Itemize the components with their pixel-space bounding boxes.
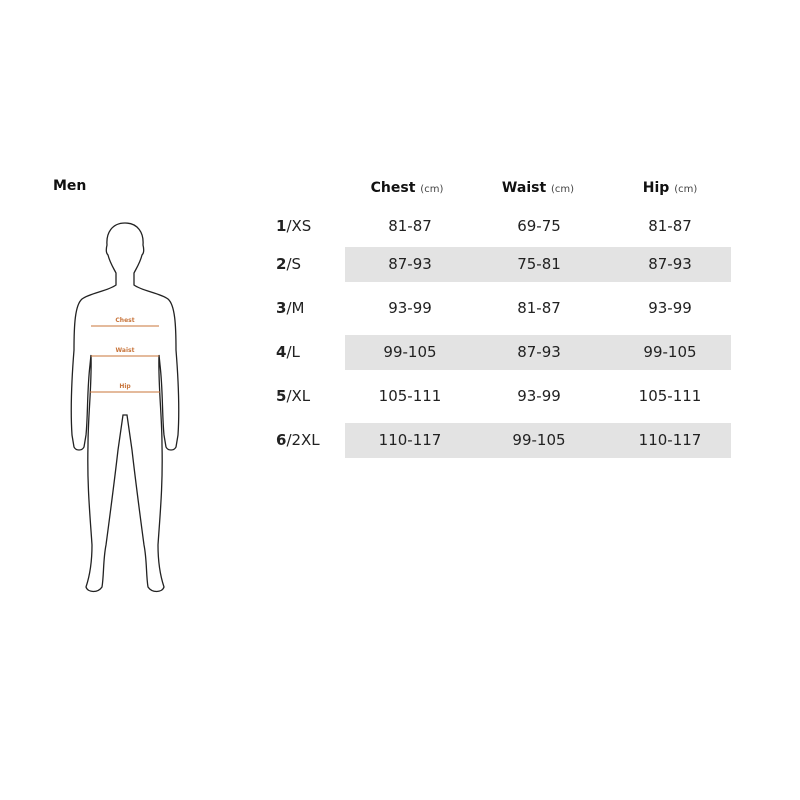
waist-cell: 69-75 bbox=[517, 217, 561, 235]
size-label: 3/M bbox=[276, 299, 305, 317]
table-row: 4/L 99-105 87-93 99-105 bbox=[270, 335, 731, 370]
row-background bbox=[345, 423, 731, 458]
size-label: 2/S bbox=[276, 255, 302, 273]
hip-cell: 110-117 bbox=[638, 431, 702, 449]
body-measurement-figure: Chest Waist Hip bbox=[70, 222, 180, 593]
size-label: 1/XS bbox=[276, 217, 312, 235]
section-title: Men bbox=[53, 178, 87, 194]
chest-cell: 99-105 bbox=[383, 343, 437, 361]
table-row: 5/XL 105-111 93-99 105-111 bbox=[270, 379, 731, 414]
size-label: 5/XL bbox=[276, 387, 311, 405]
hip-cell: 105-111 bbox=[638, 387, 702, 405]
measurement-lines bbox=[90, 325, 160, 393]
waist-cell: 99-105 bbox=[512, 431, 566, 449]
hip-cell: 93-99 bbox=[648, 299, 692, 317]
chest-cell: 81-87 bbox=[388, 217, 432, 235]
hip-cell: 81-87 bbox=[648, 217, 692, 235]
waist-cell: 87-93 bbox=[517, 343, 561, 361]
hip-cell: 99-105 bbox=[643, 343, 697, 361]
chest-cell: 110-117 bbox=[378, 431, 442, 449]
size-label: 4/L bbox=[276, 343, 300, 361]
waist-label: Waist bbox=[116, 347, 135, 354]
row-background bbox=[345, 335, 731, 370]
hip-label: Hip bbox=[119, 383, 131, 390]
chest-cell: 87-93 bbox=[388, 255, 432, 273]
header-waist: Waist (cm) bbox=[501, 180, 575, 196]
body-outline bbox=[70, 222, 180, 593]
table-row: 1/XS 81-87 69-75 81-87 bbox=[270, 209, 731, 244]
chest-cell: 93-99 bbox=[388, 299, 432, 317]
waist-cell: 93-99 bbox=[517, 387, 561, 405]
header-hip: Hip (cm) bbox=[642, 180, 698, 196]
row-background bbox=[345, 247, 731, 282]
table-row: 2/S 87-93 75-81 87-93 bbox=[270, 247, 731, 282]
table-row: 3/M 93-99 81-87 93-99 bbox=[270, 291, 731, 326]
table-row: 6/2XL 110-117 99-105 110-117 bbox=[270, 423, 731, 458]
chest-cell: 105-111 bbox=[378, 387, 442, 405]
size-label: 6/2XL bbox=[276, 431, 320, 449]
header-chest: Chest (cm) bbox=[370, 180, 444, 196]
hip-cell: 87-93 bbox=[648, 255, 692, 273]
waist-cell: 81-87 bbox=[517, 299, 561, 317]
chest-label: Chest bbox=[115, 317, 134, 324]
waist-cell: 75-81 bbox=[517, 255, 561, 273]
